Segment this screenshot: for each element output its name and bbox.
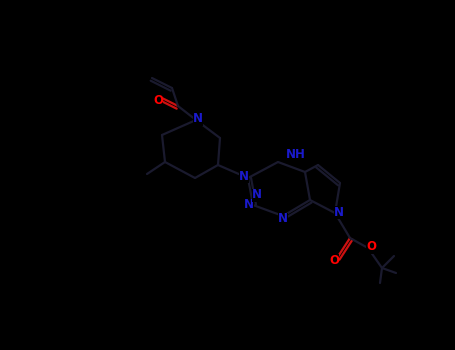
Text: O: O	[329, 253, 339, 266]
Text: N: N	[334, 205, 344, 218]
Text: N: N	[244, 198, 254, 211]
Text: N: N	[193, 112, 203, 126]
Text: NH: NH	[286, 148, 306, 161]
Text: N: N	[278, 212, 288, 225]
Text: O: O	[153, 93, 163, 106]
Text: N: N	[252, 189, 262, 202]
Text: O: O	[366, 240, 376, 253]
Text: N: N	[239, 169, 249, 182]
